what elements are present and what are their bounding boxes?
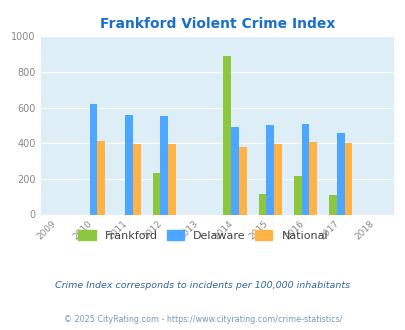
Bar	[309, 142, 316, 214]
Title: Frankford Violent Crime Index: Frankford Violent Crime Index	[99, 17, 334, 31]
Bar	[336, 133, 344, 214]
Bar	[344, 143, 352, 214]
Bar	[132, 144, 140, 214]
Bar	[230, 127, 238, 214]
Bar	[152, 173, 160, 214]
Text: Crime Index corresponds to incidents per 100,000 inhabitants: Crime Index corresponds to incidents per…	[55, 281, 350, 290]
Bar	[293, 176, 301, 214]
Bar	[90, 104, 97, 214]
Bar	[258, 194, 266, 214]
Bar	[266, 125, 273, 214]
Bar	[160, 116, 168, 214]
Bar	[223, 56, 230, 214]
Legend: Frankford, Delaware, National: Frankford, Delaware, National	[78, 230, 327, 241]
Bar	[301, 124, 309, 214]
Text: © 2025 CityRating.com - https://www.cityrating.com/crime-statistics/: © 2025 CityRating.com - https://www.city…	[64, 315, 341, 324]
Bar	[238, 147, 246, 214]
Bar	[125, 115, 132, 214]
Bar	[97, 142, 105, 214]
Bar	[273, 144, 281, 214]
Bar	[328, 195, 336, 215]
Bar	[168, 144, 175, 214]
